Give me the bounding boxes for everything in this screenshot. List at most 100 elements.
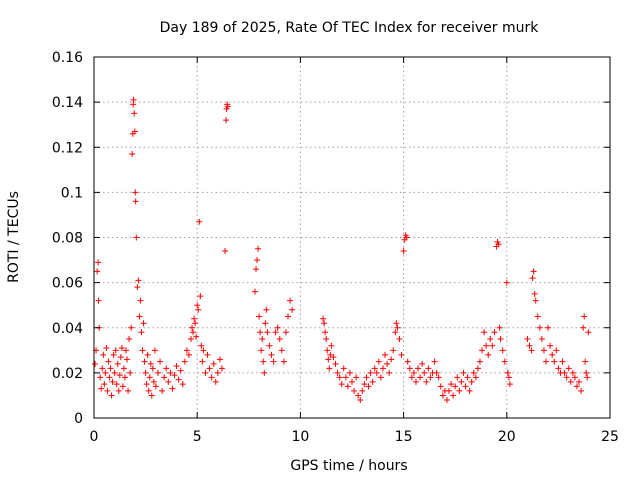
data-points xyxy=(92,96,592,403)
data-point-0-59 xyxy=(147,360,154,367)
x-tick-label-2: 10 xyxy=(291,429,309,445)
data-point-0-17 xyxy=(108,392,115,399)
y-tick-label-7: 0.14 xyxy=(52,95,83,111)
data-point-0-12 xyxy=(103,345,110,352)
data-point-0-184 xyxy=(410,369,417,376)
data-point-0-173 xyxy=(393,320,400,327)
data-point-0-97 xyxy=(208,374,215,381)
data-point-0-209 xyxy=(462,383,469,390)
data-point-0-170 xyxy=(388,356,395,363)
data-point-0-93 xyxy=(200,347,207,354)
data-point-0-23 xyxy=(114,360,121,367)
data-point-0-90 xyxy=(197,293,204,300)
data-point-0-7 xyxy=(98,385,105,392)
data-point-0-4 xyxy=(95,297,102,304)
data-point-0-165 xyxy=(377,374,384,381)
data-point-0-267 xyxy=(583,369,590,376)
data-point-0-206 xyxy=(456,387,463,394)
data-point-0-204 xyxy=(452,383,459,390)
data-point-0-11 xyxy=(102,369,109,376)
data-point-0-236 xyxy=(526,342,533,349)
data-point-0-74 xyxy=(173,363,180,370)
data-point-0-81 xyxy=(188,336,195,343)
data-point-0-166 xyxy=(379,365,386,372)
data-point-0-44 xyxy=(132,198,139,205)
data-point-0-201 xyxy=(446,387,453,394)
data-point-0-35 xyxy=(127,369,134,376)
data-point-0-84 xyxy=(191,315,198,322)
data-point-0-8 xyxy=(99,365,106,372)
data-point-0-110 xyxy=(254,257,261,264)
data-point-0-259 xyxy=(569,369,576,376)
data-point-0-107 xyxy=(224,103,231,110)
data-point-0-260 xyxy=(571,374,578,381)
data-point-0-190 xyxy=(423,378,430,385)
data-point-0-76 xyxy=(177,367,184,374)
data-point-0-180 xyxy=(403,234,410,241)
data-point-0-94 xyxy=(202,369,209,376)
data-point-0-75 xyxy=(175,376,182,383)
data-point-0-67 xyxy=(159,387,166,394)
data-point-0-99 xyxy=(212,378,219,385)
data-point-0-181 xyxy=(404,358,411,365)
data-point-0-162 xyxy=(371,365,378,372)
data-point-0-70 xyxy=(165,378,172,385)
data-point-0-159 xyxy=(365,383,372,390)
data-point-0-65 xyxy=(154,369,161,376)
data-point-0-53 xyxy=(141,358,148,365)
data-point-0-14 xyxy=(105,358,112,365)
data-point-0-109 xyxy=(253,266,260,273)
data-point-0-269 xyxy=(585,329,592,336)
data-point-0-2 xyxy=(94,268,101,275)
data-point-0-108 xyxy=(251,288,258,295)
data-point-0-6 xyxy=(97,374,104,381)
data-point-0-29 xyxy=(120,365,127,372)
data-point-0-218 xyxy=(481,329,488,336)
data-point-0-220 xyxy=(485,351,492,358)
data-point-0-129 xyxy=(282,329,289,336)
data-point-0-92 xyxy=(199,358,206,365)
data-point-0-185 xyxy=(412,378,419,385)
data-point-0-239 xyxy=(530,268,537,275)
data-point-0-263 xyxy=(578,387,585,394)
data-point-0-21 xyxy=(112,347,119,354)
data-point-0-52 xyxy=(140,320,147,327)
data-point-0-60 xyxy=(148,392,155,399)
data-point-0-80 xyxy=(185,351,192,358)
data-point-0-172 xyxy=(392,329,399,336)
data-point-0-82 xyxy=(189,324,196,331)
data-point-0-133 xyxy=(320,315,327,322)
data-point-0-118 xyxy=(262,320,269,327)
data-point-0-77 xyxy=(179,381,186,388)
grid-lines xyxy=(94,57,610,418)
data-point-0-227 xyxy=(496,324,503,331)
data-point-0-117 xyxy=(261,369,268,376)
data-point-0-78 xyxy=(181,358,188,365)
data-point-0-18 xyxy=(109,378,116,385)
data-point-0-216 xyxy=(476,358,483,365)
data-point-0-261 xyxy=(573,383,580,390)
data-point-0-198 xyxy=(439,392,446,399)
y-tick-label-4: 0.08 xyxy=(52,231,83,247)
y-tick-label-3: 0.06 xyxy=(52,276,83,292)
data-point-0-32 xyxy=(124,356,131,363)
data-point-0-223 xyxy=(491,329,498,336)
data-point-0-257 xyxy=(565,365,572,372)
data-point-0-58 xyxy=(146,374,153,381)
data-point-0-186 xyxy=(415,365,422,372)
data-point-0-194 xyxy=(431,358,438,365)
data-point-0-234 xyxy=(506,381,513,388)
data-point-0-30 xyxy=(121,374,128,381)
data-point-0-28 xyxy=(119,383,126,390)
data-point-0-169 xyxy=(386,369,393,376)
data-point-0-262 xyxy=(576,378,583,385)
data-point-0-138 xyxy=(325,356,332,363)
data-point-0-149 xyxy=(344,383,351,390)
data-point-0-57 xyxy=(145,387,152,394)
data-point-0-47 xyxy=(135,277,142,284)
data-point-0-16 xyxy=(107,365,114,372)
data-point-0-95 xyxy=(204,351,211,358)
data-point-0-151 xyxy=(349,378,355,385)
data-point-0-157 xyxy=(361,381,368,388)
data-point-0-122 xyxy=(268,351,275,358)
